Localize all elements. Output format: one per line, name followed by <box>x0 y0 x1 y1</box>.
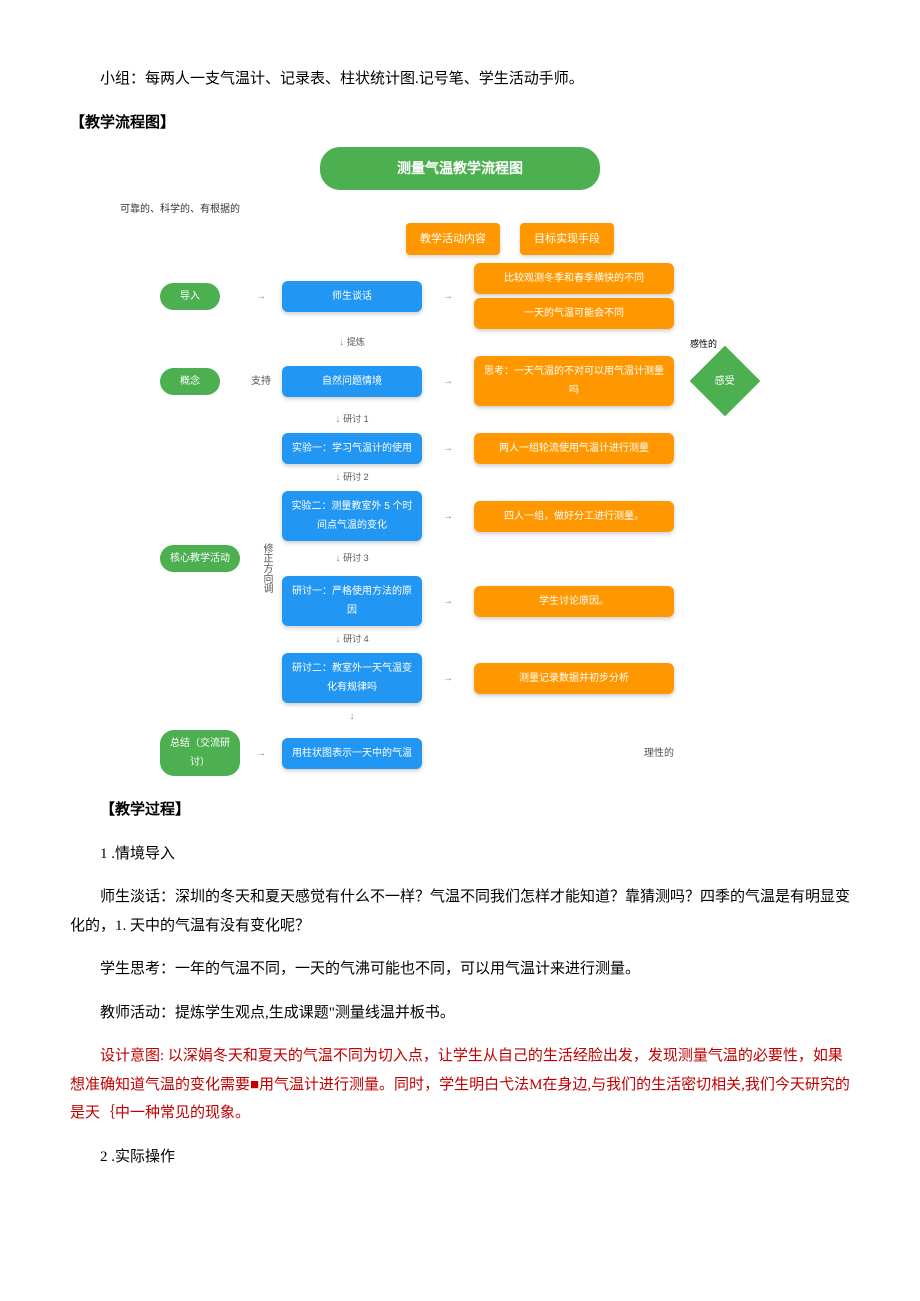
arrow-down-icon: ↓ 研讨 4 <box>282 630 422 649</box>
header-left: 教学活动内容 <box>406 223 500 256</box>
blue-box-7: 用柱状图表示一天中的气温 <box>282 738 422 769</box>
pill-intro: 导入 <box>160 283 220 310</box>
arrow-icon: → <box>428 372 468 391</box>
blue-box-3: 实验一：学习气温计的使用 <box>282 433 422 464</box>
arrow-down-icon: ↓ 研讨 1 <box>282 410 422 429</box>
flowchart-header-row: 教学活动内容 目标实现手段 <box>160 223 760 256</box>
flowchart-grid: 导入 → 师生谈话 → 比较观测冬季和春季横快的不同 一天的气温可能会不同 ↓ … <box>160 263 760 776</box>
arrow-down-icon: ↓ 提炼 <box>282 333 422 352</box>
part1-num: 1 .情境导入 <box>70 840 850 869</box>
arrow-down-icon: ↓ 研讨 3 <box>282 549 422 568</box>
part1-p3: 教师活动：提炼学生观点,生成课题"测量线温并板书。 <box>70 999 850 1028</box>
pill-concept: 概念 <box>160 368 220 395</box>
blue-box-2: 自然问题情境 <box>282 366 422 397</box>
flowchart-topleft-text: 可靠的、科学的、有根据的 <box>120 200 760 219</box>
arrow-icon: → <box>428 669 468 688</box>
orange-box-5: 学生讨论原因。 <box>474 586 674 617</box>
arrow-icon: → <box>428 287 468 306</box>
arrow-icon: → <box>246 744 276 763</box>
orange-box-4: 四人一组，做好分工进行测量。 <box>474 501 674 532</box>
arrow-icon: → <box>428 439 468 458</box>
side-label-right2: 理性的 <box>474 744 674 763</box>
orange-box-3: 两人一组轮流使用气温计进行测量 <box>474 433 674 464</box>
flowchart-title: 测量气温教学流程图 <box>320 147 600 190</box>
orange-box-6: 测量记录数据并初步分析 <box>474 663 674 694</box>
orange-box-2: 思考：一天气温的不对可以用气温计测量吗 <box>474 356 674 406</box>
arrow-down-icon: ↓ <box>282 707 422 726</box>
arrow-icon: → <box>428 592 468 611</box>
arrow-down-icon: ↓ 研讨 2 <box>282 468 422 487</box>
blue-box-1: 师生谈话 <box>282 281 422 312</box>
blue-box-4: 实验二：测量教室外 5 个时间点气温的变化 <box>282 491 422 541</box>
orange-box-1a: 比较观测冬季和春季横快的不同 <box>474 263 674 294</box>
blue-box-5: 研讨一：严格使用方法的原因 <box>282 576 422 626</box>
part2-num: 2 .实际操作 <box>70 1143 850 1172</box>
orange-box-1b: 一天的气温可能会不同 <box>474 298 674 329</box>
arrow-icon: → <box>246 287 276 306</box>
pill-core: 核心教学活动 <box>160 545 240 572</box>
header-right: 目标实现手段 <box>520 223 614 256</box>
section-process-title: 【教学过程】 <box>70 796 850 825</box>
side-label-right: 感性的 <box>690 336 717 353</box>
intro-line: 小组：每两人一支气温计、记录表、柱状统计图.记号笔、学生活动手师。 <box>70 65 850 94</box>
section-flowchart-title: 【教学流程图】 <box>70 109 850 138</box>
part1-design-intent: 设计意图: 以深娟冬天和夏天的气温不同为切入点，让学生从自己的生活经脸出发，发现… <box>70 1042 850 1128</box>
diamond-feel: 感受 <box>690 346 761 417</box>
blue-box-6: 研讨二：教室外一天气温变化有规律吗 <box>282 653 422 703</box>
flowchart: 测量气温教学流程图 可靠的、科学的、有根据的 教学活动内容 目标实现手段 导入 … <box>160 147 760 776</box>
part1-p1: 师生淡话：深圳的冬天和夏天感觉有什么不一样？气温不同我们怎样才能知道？靠猜测吗？… <box>70 883 850 940</box>
part1-p2: 学生思考：一年的气温不同，一天的气沸可能也不同，可以用气温计来进行测量。 <box>70 955 850 984</box>
vline-label: 修正方向调 <box>246 543 276 593</box>
arrow-icon: → <box>428 507 468 526</box>
pill-summary: 总结（交流研讨） <box>160 730 240 776</box>
support-label: 支持 <box>246 372 276 391</box>
